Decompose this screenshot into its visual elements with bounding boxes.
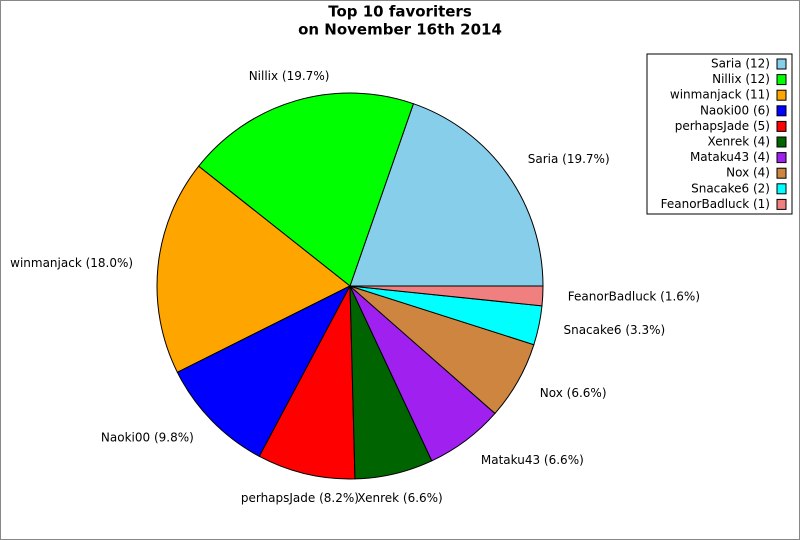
legend-swatch <box>776 89 787 101</box>
legend-swatch <box>776 58 787 70</box>
legend-label: Nox (4) <box>726 166 770 180</box>
slice-label: winmanjack (18.0%) <box>10 256 133 270</box>
chart-title: Top 10 favoriters <box>328 3 472 21</box>
legend-box <box>646 53 793 215</box>
pie-slice <box>176 284 352 458</box>
legend-label: Xenrek (4) <box>708 135 770 149</box>
legend-swatch <box>776 136 787 148</box>
legend-label: perhapsJade (5) <box>675 119 770 133</box>
legend-swatch <box>776 120 787 132</box>
legend-swatch <box>776 152 787 164</box>
slice-label: Mataku43 (6.6%) <box>481 453 584 467</box>
legend-label: FeanorBadluck (1) <box>661 197 770 211</box>
legend-label: winmanjack (11) <box>670 88 770 102</box>
slice-label: Nox (6.6%) <box>540 386 607 400</box>
legend-swatch <box>776 198 787 210</box>
legend-swatch <box>776 105 787 117</box>
slice-label: perhapsJade (8.2%) <box>241 491 359 505</box>
slice-label: FeanorBadluck (1.6%) <box>568 290 700 304</box>
legend-label: Nillix (12) <box>712 72 770 86</box>
slice-label: Nillix (19.7%) <box>249 69 330 83</box>
legend-label: Naoki00 (6) <box>700 103 770 117</box>
slice-label: Snacake6 (3.3%) <box>563 323 665 337</box>
slice-label: Saria (19.7%) <box>528 152 610 166</box>
legend-swatch <box>776 167 787 179</box>
slice-label: Naoki00 (9.8%) <box>101 431 194 445</box>
legend-label: Snacake6 (2) <box>691 181 770 195</box>
pie-slice <box>197 92 415 287</box>
pie-slice <box>349 285 544 307</box>
legend-swatch <box>776 74 787 86</box>
legend-swatch <box>776 183 787 195</box>
pie-slice <box>349 103 544 287</box>
legend-label: Mataku43 (4) <box>690 150 770 164</box>
chart-subtitle: on November 16th 2014 <box>298 21 502 39</box>
pie-slice <box>258 284 356 480</box>
legend-label: Saria (12) <box>711 57 770 71</box>
slice-label: Xenrek (6.6%) <box>357 491 442 505</box>
pie-slice <box>156 165 351 373</box>
